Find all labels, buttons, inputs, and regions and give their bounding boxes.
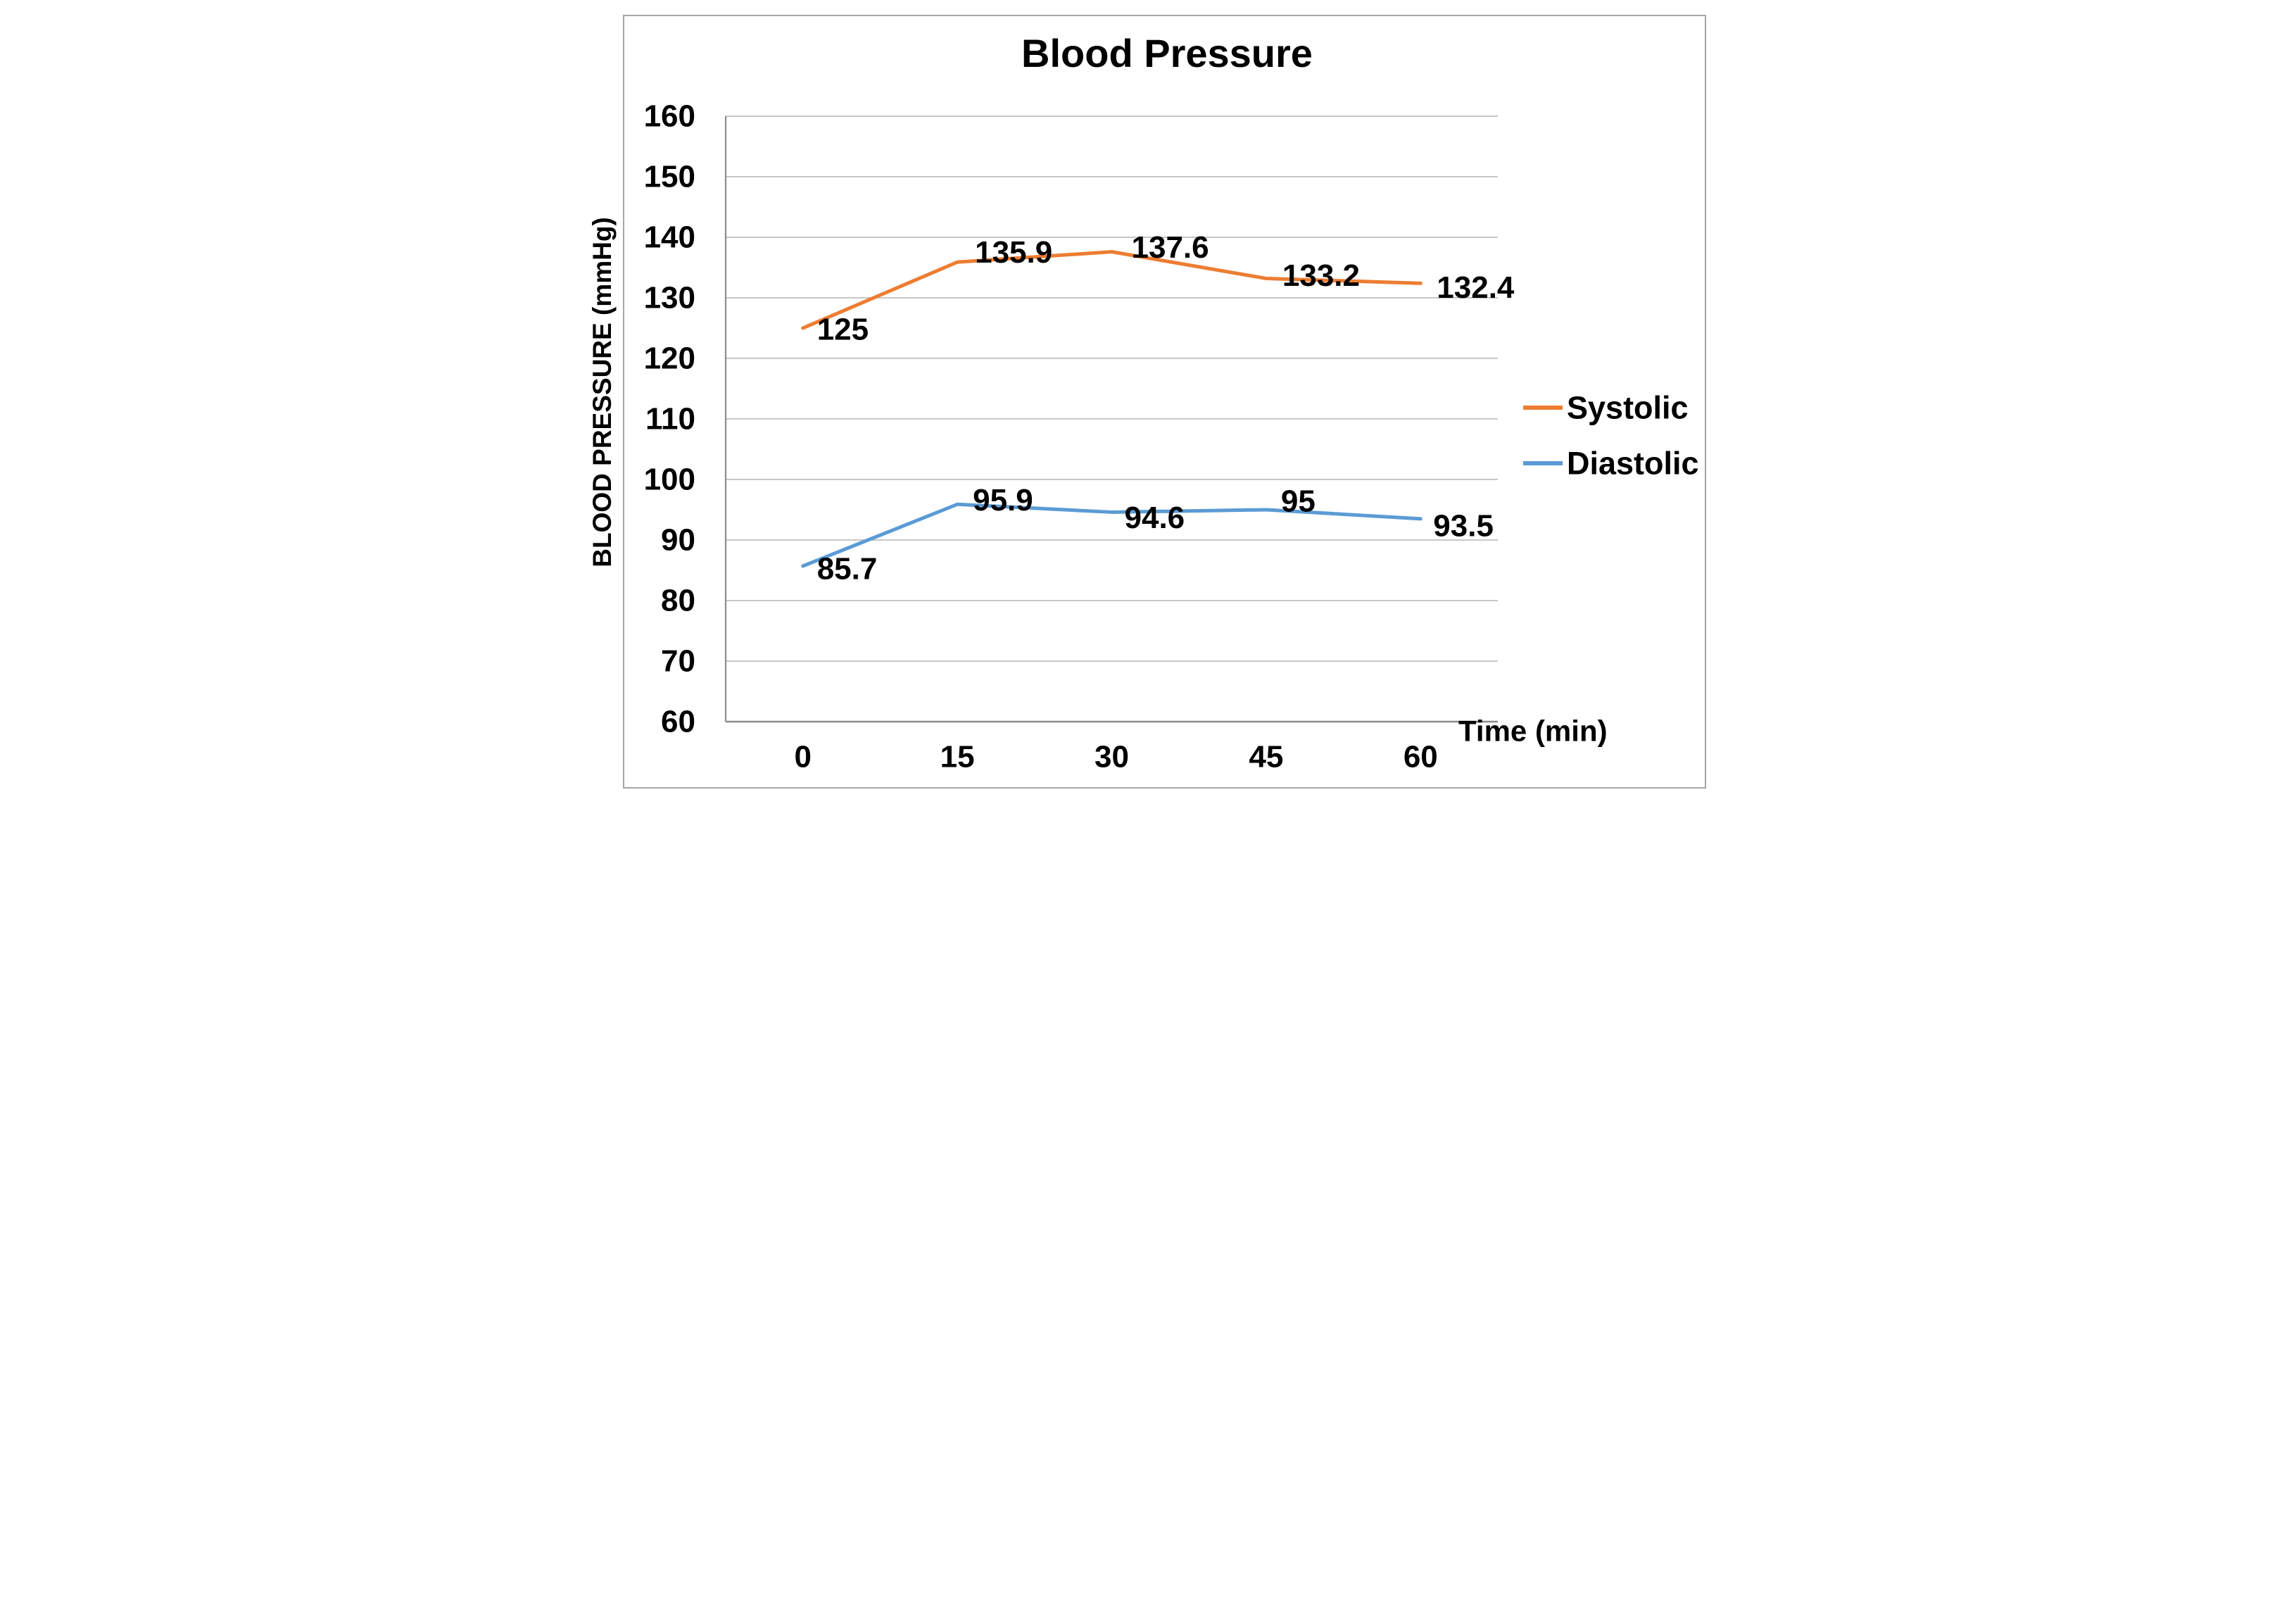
y-tick-label-60: 60: [661, 705, 695, 739]
legend-label-diastolic: Diastolic: [1567, 446, 1699, 482]
data-label-systolic-15: 135.9: [975, 235, 1052, 270]
blood-pressure-chart: 60 70 80 90 100 110 120 130 140 150 160 0 15 30 45 60 …: [574, 0, 1722, 807]
x-tick-label-60: 60: [1403, 740, 1437, 774]
data-labels: 125 135.9 137.6 133.2 132.4 85.7 95.9 94.6 95 93.…: [816, 230, 1514, 586]
x-tick-label-0: 0: [794, 740, 811, 774]
y-tick-label-100: 100: [643, 463, 695, 497]
series-line-diastolic: [800, 502, 1423, 568]
data-label-diastolic-60: 93.5: [1433, 508, 1494, 543]
legend-item-diastolic: Diastolic: [1522, 446, 1699, 482]
y-tick-label-80: 80: [661, 584, 695, 618]
legend-label-systolic: Systolic: [1567, 390, 1689, 426]
data-label-systolic-30: 137.6: [1131, 230, 1209, 265]
x-tick-label-45: 45: [1249, 740, 1283, 774]
series-lines: [800, 250, 1423, 568]
y-axis-title: BLOOD PRESSURE (mmHg): [588, 217, 617, 567]
y-tick-label-130: 130: [643, 281, 695, 315]
chart-border: [622, 15, 1706, 789]
x-axis-tick-labels: 0 15 30 45 60: [794, 740, 1437, 774]
data-label-diastolic-15: 95.9: [973, 483, 1033, 517]
chart-title: Blood Pressure: [1021, 31, 1313, 75]
x-tick-label-30: 30: [1095, 740, 1129, 774]
series-line-systolic: [800, 250, 1423, 330]
y-tick-label-110: 110: [645, 402, 695, 437]
axes: [724, 116, 1498, 723]
data-label-systolic-45: 133.2: [1282, 258, 1359, 293]
y-tick-label-90: 90: [661, 523, 695, 558]
x-axis-title: Time (min): [1458, 715, 1608, 748]
gridlines: [725, 115, 1498, 722]
data-label-systolic-0: 125: [816, 313, 868, 347]
data-label-diastolic-0: 85.7: [816, 551, 877, 586]
y-axis-tick-labels: 60 70 80 90 100 110 120 130 140 150 160: [643, 99, 695, 739]
data-label-diastolic-30: 94.6: [1124, 501, 1185, 535]
chart-container: 60 70 80 90 100 110 120 130 140 150 160 0 15 30 45 60 …: [574, 0, 1722, 807]
y-tick-label-140: 140: [643, 220, 695, 255]
data-label-systolic-60: 132.4: [1437, 270, 1515, 305]
x-tick-label-15: 15: [940, 740, 974, 774]
data-label-diastolic-45: 95: [1280, 484, 1315, 519]
y-tick-label-160: 160: [643, 99, 695, 134]
y-tick-label-120: 120: [643, 341, 695, 376]
legend: Systolic Diastolic: [1522, 390, 1699, 482]
y-tick-label-70: 70: [661, 644, 695, 679]
y-tick-label-150: 150: [643, 160, 695, 194]
legend-item-systolic: Systolic: [1522, 390, 1689, 426]
